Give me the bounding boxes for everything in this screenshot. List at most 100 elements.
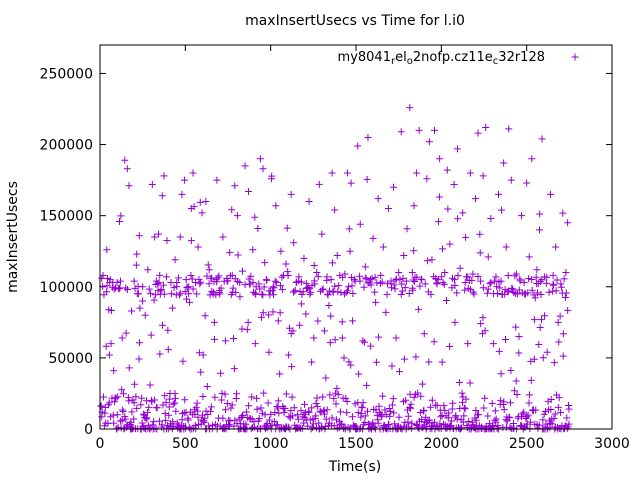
data-point xyxy=(210,335,218,343)
data-point xyxy=(210,318,218,326)
data-point xyxy=(108,306,116,314)
data-point xyxy=(440,280,448,288)
data-point xyxy=(433,280,441,288)
data-point xyxy=(158,192,166,200)
data-point xyxy=(155,230,163,238)
data-point xyxy=(340,354,348,362)
data-point xyxy=(535,421,543,429)
data-point xyxy=(187,237,195,245)
data-point xyxy=(218,396,226,404)
data-point xyxy=(367,276,375,284)
data-point xyxy=(537,277,545,285)
y-tick-label: 150000 xyxy=(40,209,93,225)
data-point xyxy=(513,391,521,399)
data-point xyxy=(330,394,338,402)
data-point xyxy=(560,275,568,283)
data-point xyxy=(327,276,335,284)
data-point xyxy=(532,273,540,281)
data-point xyxy=(194,413,202,421)
data-point xyxy=(320,410,328,418)
data-point xyxy=(347,179,355,187)
data-point xyxy=(217,284,225,292)
data-point xyxy=(351,277,359,285)
data-point xyxy=(135,355,143,363)
data-point xyxy=(415,126,423,134)
data-point xyxy=(358,404,366,412)
data-point xyxy=(247,272,255,280)
data-point xyxy=(261,259,269,267)
data-point xyxy=(421,418,429,426)
data-point xyxy=(207,403,215,411)
data-point xyxy=(484,285,492,293)
x-tick-label: 3000 xyxy=(594,436,630,452)
data-point xyxy=(395,269,403,277)
data-point xyxy=(203,383,211,391)
data-point xyxy=(336,408,344,416)
data-point xyxy=(565,405,573,413)
data-point xyxy=(175,291,183,299)
data-point xyxy=(305,408,313,416)
data-point xyxy=(265,311,273,319)
data-point xyxy=(199,351,207,359)
data-point xyxy=(500,406,508,414)
data-point xyxy=(559,330,567,338)
data-point xyxy=(202,197,210,205)
data-point xyxy=(341,270,349,278)
data-point xyxy=(138,419,146,427)
data-point xyxy=(221,337,229,345)
data-point xyxy=(374,419,382,427)
data-point xyxy=(119,408,127,416)
data-point xyxy=(139,410,147,418)
data-point xyxy=(122,329,130,337)
data-point xyxy=(196,280,204,288)
data-point xyxy=(428,396,436,404)
data-point xyxy=(547,190,555,198)
data-point xyxy=(244,187,252,195)
data-point xyxy=(338,318,346,326)
data-point xyxy=(343,398,351,406)
data-point xyxy=(497,396,505,404)
data-point xyxy=(562,269,570,277)
data-point xyxy=(377,271,385,279)
data-point xyxy=(446,343,454,351)
data-point xyxy=(123,165,131,173)
data-point xyxy=(295,424,303,432)
data-point xyxy=(437,413,445,421)
data-point xyxy=(491,407,499,415)
data-point xyxy=(532,406,540,414)
data-point xyxy=(132,393,140,401)
data-point xyxy=(226,417,234,425)
data-point xyxy=(488,399,496,407)
data-point xyxy=(103,246,111,254)
data-point xyxy=(123,285,131,293)
data-point xyxy=(277,282,285,290)
data-point xyxy=(425,358,433,366)
data-point xyxy=(192,279,200,287)
data-point xyxy=(290,288,298,296)
data-point xyxy=(487,279,495,287)
data-point xyxy=(138,394,146,402)
data-point xyxy=(125,182,133,190)
data-point xyxy=(230,365,238,373)
data-point xyxy=(116,277,124,285)
data-point xyxy=(431,418,439,426)
data-point xyxy=(435,218,443,226)
data-point xyxy=(256,155,264,163)
data-point xyxy=(182,424,190,432)
data-point xyxy=(549,271,557,279)
data-point xyxy=(376,279,384,287)
data-point xyxy=(121,415,129,423)
data-point xyxy=(347,361,355,369)
data-point xyxy=(433,401,441,409)
data-point xyxy=(262,276,270,284)
data-point xyxy=(500,159,508,167)
data-point xyxy=(451,318,459,326)
data-point xyxy=(314,273,322,281)
data-point xyxy=(319,393,327,401)
data-point xyxy=(425,138,433,146)
data-point xyxy=(417,392,425,400)
data-point xyxy=(153,404,161,412)
data-point xyxy=(128,307,136,315)
y-tick-label: 200000 xyxy=(40,138,93,154)
data-point xyxy=(308,404,316,412)
